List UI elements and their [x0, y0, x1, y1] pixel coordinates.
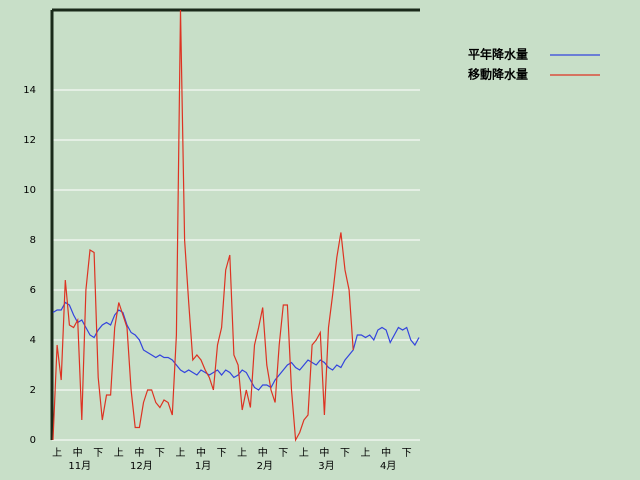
x-tick-label: 下	[340, 448, 350, 459]
x-tick-label: 下	[155, 448, 165, 459]
x-tick-label: 上	[175, 447, 185, 459]
y-tick-label: 8	[30, 235, 36, 246]
x-tick-label: 上	[114, 447, 124, 459]
y-tick-label: 10	[23, 185, 36, 196]
y-tick-label: 14	[23, 85, 36, 96]
x-tick-label: 上	[299, 447, 309, 459]
x-tick-label: 中	[258, 446, 268, 459]
x-tick-label: 中	[196, 446, 206, 459]
x-tick-label: 上	[361, 447, 371, 459]
x-tick-label: 中	[319, 446, 329, 459]
x-tick-label: 下	[217, 448, 227, 459]
x-tick-label: 中	[73, 446, 83, 459]
month-label: 12月	[130, 460, 153, 472]
x-tick-label: 下	[93, 448, 103, 459]
x-tick-label: 上	[237, 447, 247, 459]
month-label: 2月	[257, 460, 273, 472]
series-line	[52, 301, 420, 391]
x-tick-label: 上	[52, 447, 62, 459]
x-tick-label: 下	[278, 448, 288, 459]
month-label: 4月	[380, 460, 396, 472]
y-tick-label: 0	[30, 435, 36, 446]
legend-label: 移動降水量	[468, 67, 528, 82]
legend-label: 平年降水量	[468, 47, 528, 62]
month-label: 1月	[195, 460, 211, 472]
y-tick-label: 12	[23, 135, 36, 146]
month-label: 3月	[318, 460, 334, 472]
x-tick-label: 中	[134, 446, 144, 459]
series-line	[52, 9, 354, 443]
y-tick-label: 4	[30, 335, 36, 346]
y-tick-label: 2	[30, 385, 36, 396]
y-tick-label: 6	[30, 285, 36, 296]
x-tick-label: 下	[402, 448, 412, 459]
month-label: 11月	[68, 460, 91, 472]
x-tick-label: 中	[381, 446, 391, 459]
